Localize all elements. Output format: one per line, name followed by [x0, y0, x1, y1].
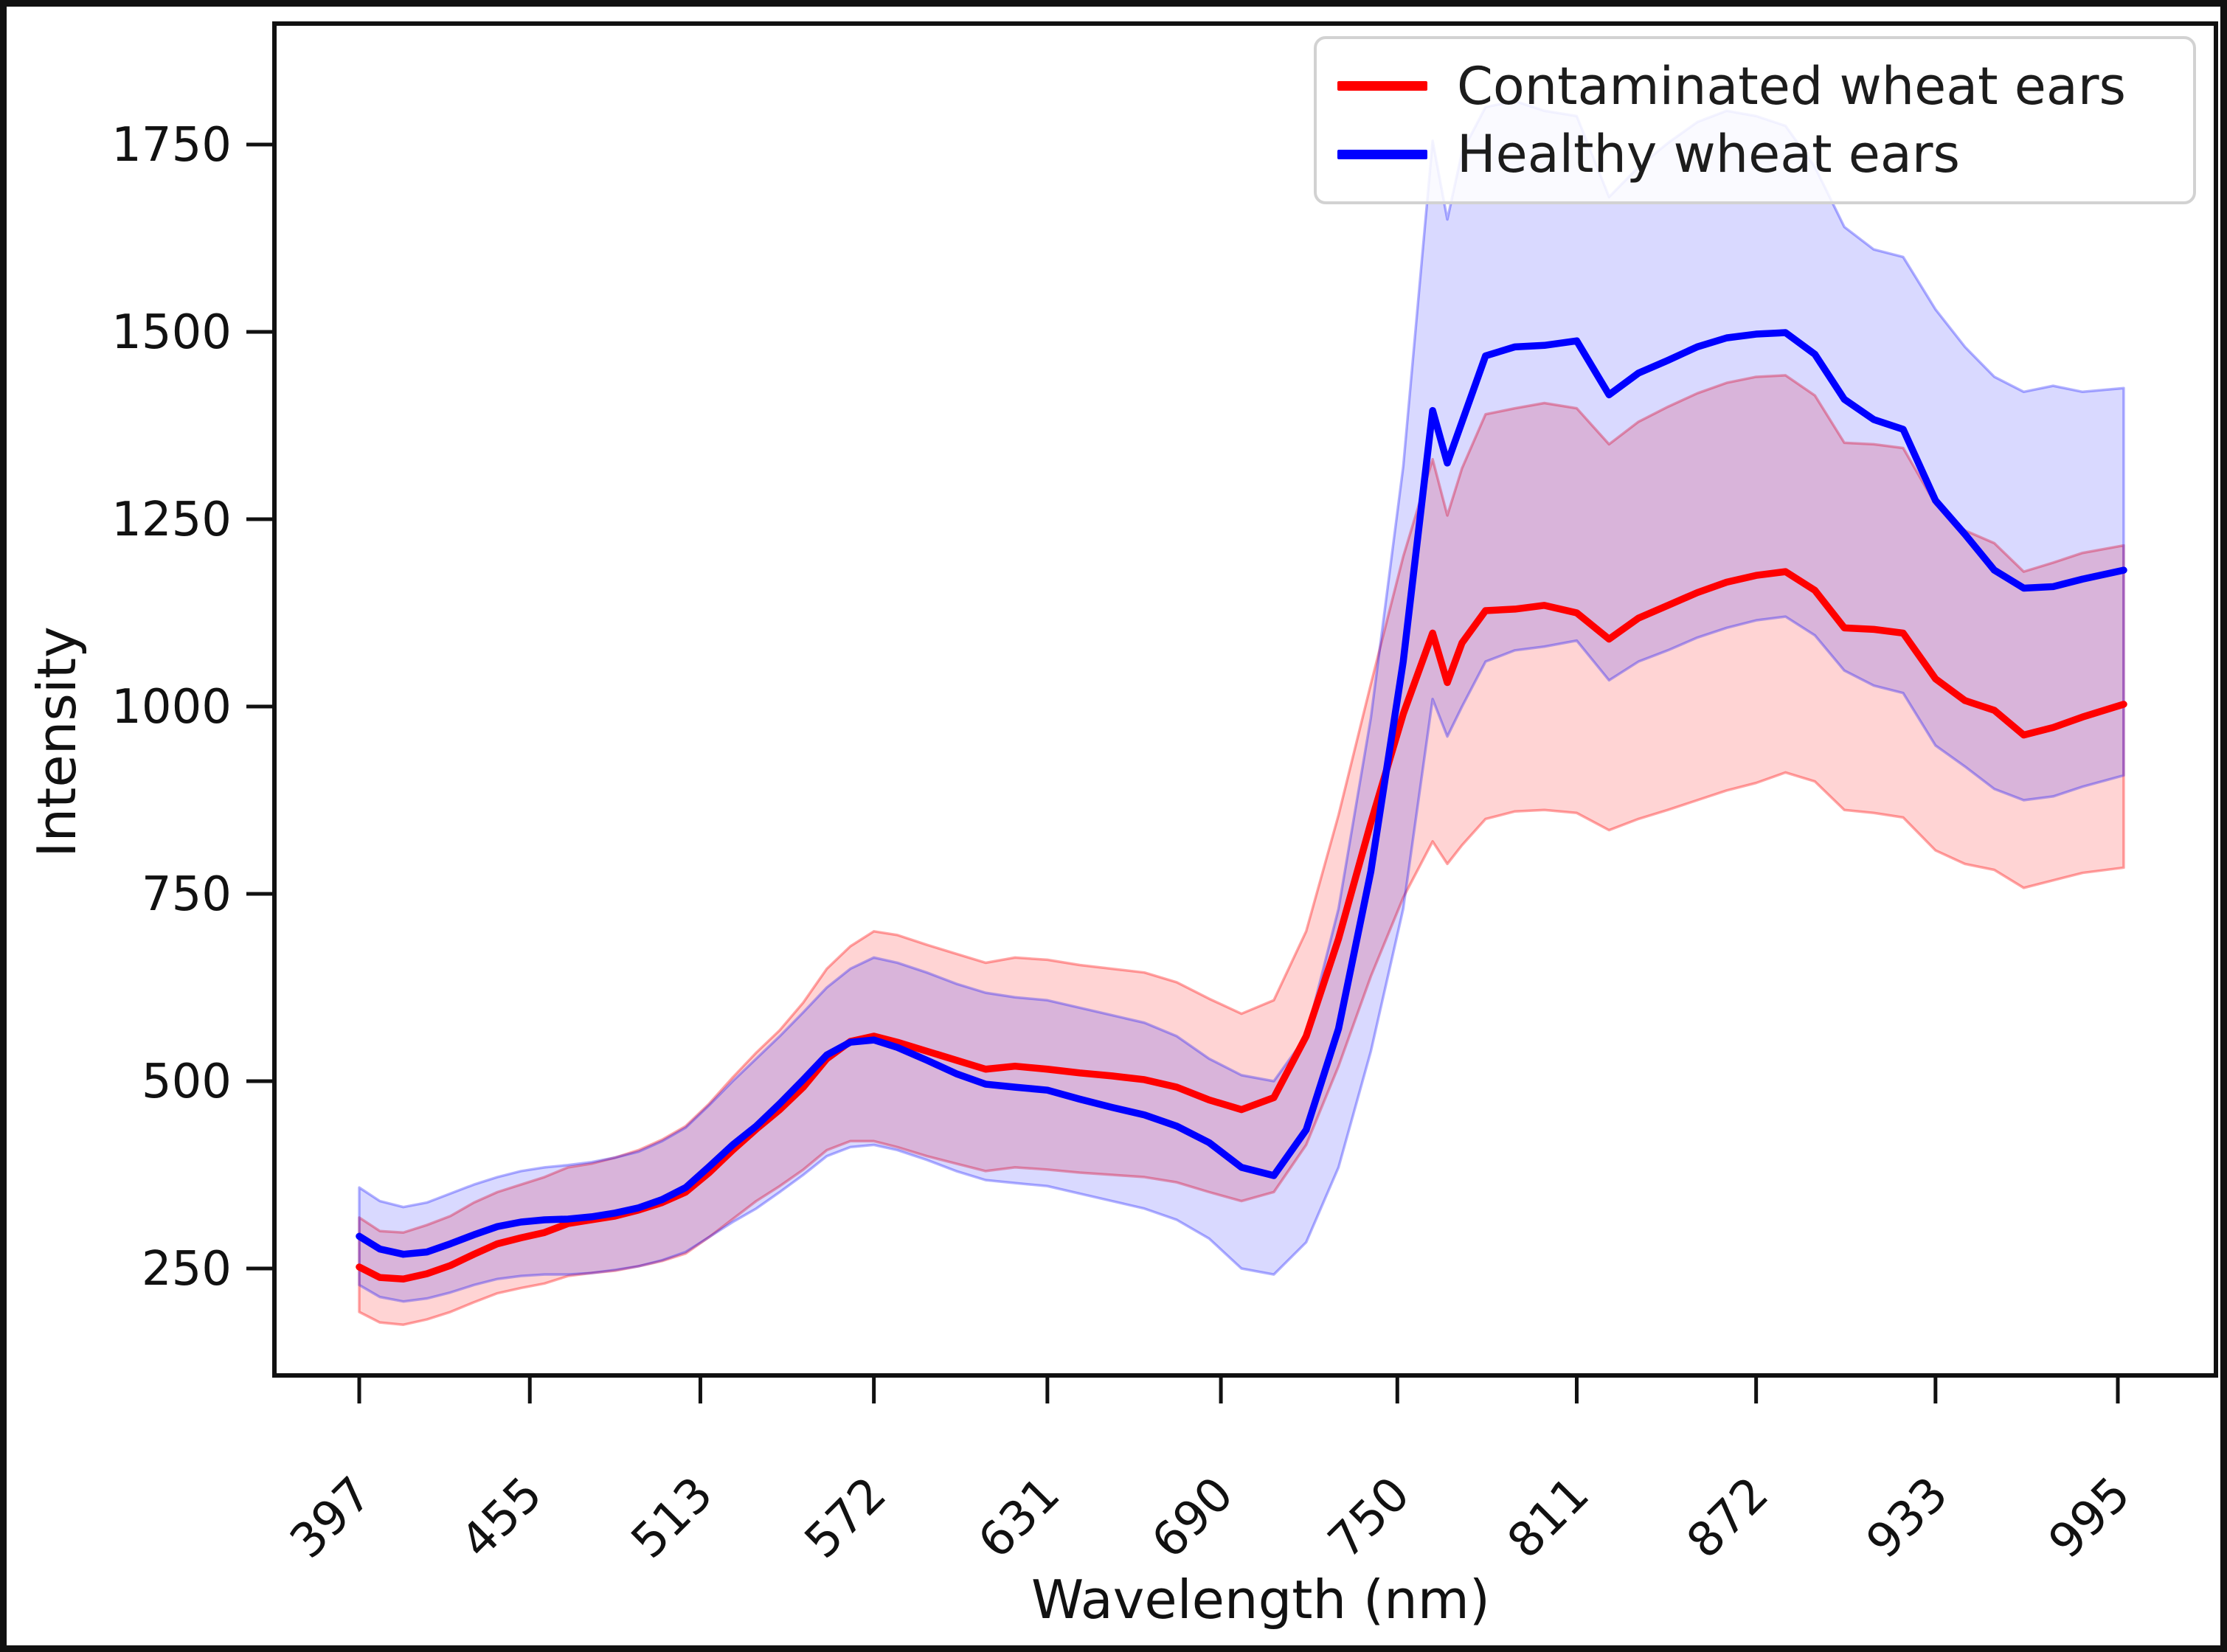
healthy-line-swatch [1337, 149, 1427, 159]
x-tick-label: 872 [1677, 1467, 1779, 1569]
x-tick-label: 455 [451, 1467, 553, 1569]
y-tick-label: 500 [142, 1055, 232, 1109]
x-tick-label: 933 [1856, 1467, 1958, 1569]
x-tick-label: 995 [2039, 1467, 2141, 1569]
y-tick-label: 250 [142, 1242, 232, 1297]
healthy-mean-line [356, 329, 2127, 1258]
spectra-chart-svg: 250 500 750 1000 1250 1500 1750 397 455 513 572 631… [111, 21, 2218, 1569]
x-tick-label: 811 [1497, 1467, 1600, 1569]
contaminated-line-swatch [1337, 81, 1427, 91]
y-tick-label: 750 [142, 867, 232, 922]
x-tick-label: 572 [794, 1467, 897, 1569]
legend-item-contaminated[interactable]: Contaminated wheat ears [1337, 60, 2172, 112]
x-tick-label: 397 [280, 1467, 383, 1569]
x-axis-label: Wavelength (nm) [1031, 1569, 1490, 1631]
legend-label-healthy: Healthy wheat ears [1457, 124, 1961, 185]
x-tick-label: 513 [621, 1467, 724, 1569]
y-tick-label: 1000 [111, 680, 232, 735]
y-tick-label: 1750 [111, 118, 232, 173]
y-axis-label: Intensity [26, 626, 88, 858]
healthy-uncertainty-band [358, 100, 2125, 1303]
legend-label-contaminated: Contaminated wheat ears [1457, 55, 2126, 117]
y-tick-label: 1250 [111, 493, 232, 547]
y-tick-label: 1500 [111, 305, 232, 360]
x-tick-label: 631 [968, 1467, 1070, 1569]
legend-item-healthy[interactable]: Healthy wheat ears [1337, 128, 2172, 180]
plot-border [272, 21, 2218, 1378]
x-tick-label: 690 [1142, 1467, 1244, 1569]
x-tick-label: 750 [1318, 1467, 1421, 1569]
legend-box: Contaminated wheat ears Healthy wheat ea… [1314, 36, 2196, 204]
